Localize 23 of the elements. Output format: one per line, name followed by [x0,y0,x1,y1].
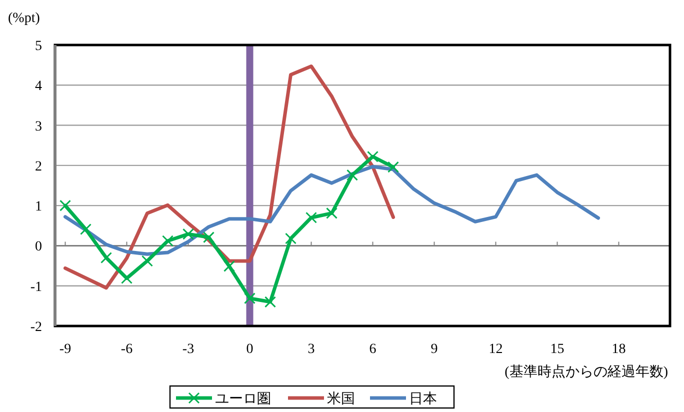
legend-label: 日本 [409,391,437,407]
y-tick-label: 2 [35,159,42,174]
x-tick-label: -3 [182,342,194,357]
y-tick-label: 5 [35,39,42,54]
x-tick-label: -6 [120,342,133,357]
y-tick-label: 1 [35,200,42,215]
x-tick-label: 6 [369,342,376,357]
y-tick-label: -1 [30,280,42,295]
y-tick-label: 4 [35,79,42,94]
y-tick-label: -2 [30,320,42,335]
x-tick-label: 18 [612,342,626,357]
x-tick-label: 3 [308,342,315,357]
legend-label: 米国 [327,391,355,407]
x-axis-title: (基準時点からの経過年数) [504,364,668,380]
legend-label: ユーロ圏 [215,391,271,407]
x-tick-label: 12 [488,342,503,357]
x-tick-label: 0 [246,342,254,357]
x-tick-label: 15 [550,342,564,357]
y-tick-label: 0 [35,240,42,255]
x-tick-label: 9 [430,342,438,357]
y-axis-title: (%pt) [8,11,40,26]
y-tick-label: 3 [35,119,42,134]
x-tick-label: -9 [59,342,72,357]
